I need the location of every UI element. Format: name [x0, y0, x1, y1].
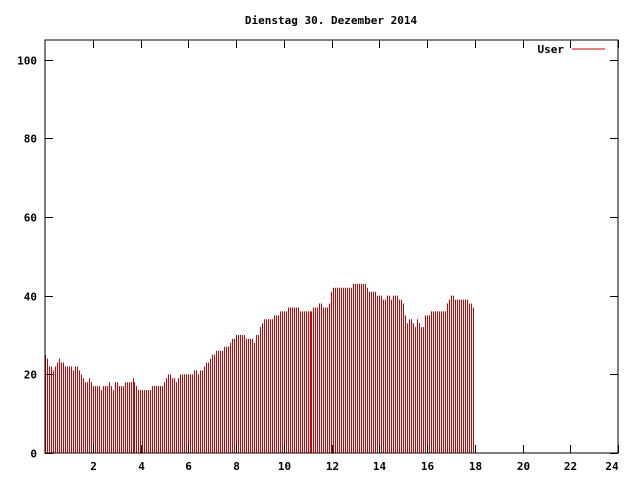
x-tick-label: 2 [90, 460, 97, 473]
x-tick-label: 4 [138, 460, 145, 473]
x-tick-label: 10 [278, 460, 291, 473]
chart-title: Dienstag 30. Dezember 2014 [245, 14, 418, 27]
x-axis: 2 4 6 8 10 12 14 16 18 20 22 24 [90, 40, 619, 473]
y-tick-label: 40 [24, 291, 37, 304]
y-tick-label: 100 [17, 55, 37, 68]
x-tick-label: 14 [373, 460, 387, 473]
x-tick-label: 12 [326, 460, 339, 473]
y-axis: 0 20 40 60 80 100 [17, 55, 618, 461]
x-tick-label: 18 [469, 460, 482, 473]
y-tick-label: 20 [24, 369, 37, 382]
legend-label: User [538, 43, 565, 56]
x-tick-label: 8 [233, 460, 240, 473]
x-tick-label: 22 [564, 460, 577, 473]
x-tick-label: 24 [605, 460, 619, 473]
legend: User [538, 43, 605, 56]
bar-series [45, 283, 474, 453]
y-tick-label: 60 [24, 212, 37, 225]
y-tick-label: 0 [30, 448, 37, 461]
x-tick-label: 20 [517, 460, 530, 473]
y-tick-label: 80 [24, 133, 37, 146]
x-tick-label: 16 [421, 460, 435, 473]
x-tick-label: 6 [185, 460, 192, 473]
plot-frame [44, 39, 619, 454]
